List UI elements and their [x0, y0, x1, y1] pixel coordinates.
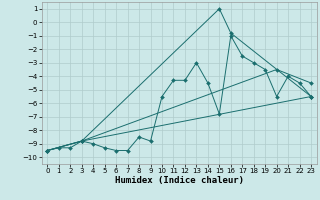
X-axis label: Humidex (Indice chaleur): Humidex (Indice chaleur)	[115, 176, 244, 185]
